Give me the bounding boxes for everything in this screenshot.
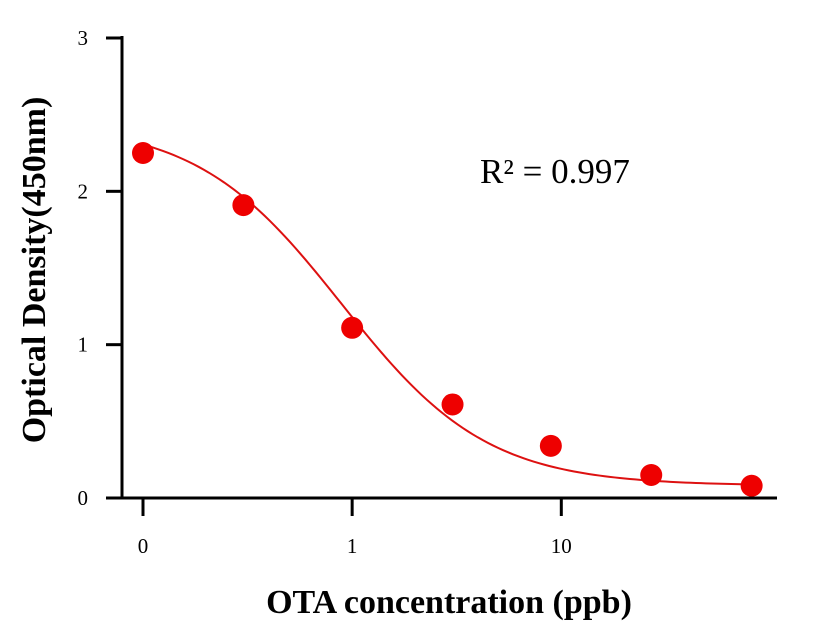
data-points xyxy=(132,142,763,497)
data-point xyxy=(539,434,562,457)
x-tick-label: 1 xyxy=(347,534,358,558)
y-tick-label: 0 xyxy=(78,486,89,510)
y-tick-label: 3 xyxy=(78,26,89,50)
y-axis-title: Optical Density(450nm) xyxy=(16,97,53,444)
data-point xyxy=(341,316,364,339)
x-ticks: 0 1 10 xyxy=(138,498,572,558)
fit-curve xyxy=(142,143,752,486)
x-axis-title: OTA concentration (ppb) xyxy=(266,584,632,621)
x-tick-label: 10 xyxy=(551,534,572,558)
data-point xyxy=(441,393,464,416)
y-tick-label: 1 xyxy=(78,333,89,357)
y-tick-label: 2 xyxy=(78,179,89,203)
data-point xyxy=(232,194,255,217)
data-point xyxy=(640,464,663,486)
data-point xyxy=(132,142,154,164)
data-point xyxy=(740,474,763,497)
x-tick-label: 0 xyxy=(138,534,149,558)
fit-curve-layer xyxy=(142,143,752,486)
r-squared-annotation: R² = 0.997 xyxy=(480,152,630,191)
y-ticks: 0 1 2 3 xyxy=(78,26,122,510)
